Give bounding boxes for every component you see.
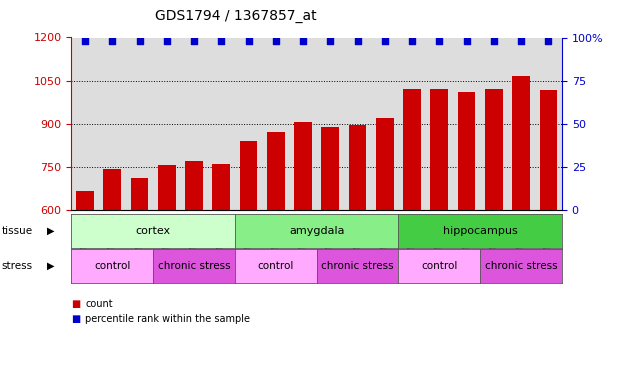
Point xyxy=(271,38,281,44)
Point xyxy=(298,38,308,44)
Text: chronic stress: chronic stress xyxy=(485,261,558,271)
Point xyxy=(380,38,390,44)
Bar xyxy=(540,90,557,210)
Point xyxy=(434,38,444,44)
Bar xyxy=(294,122,312,210)
Point xyxy=(407,38,417,44)
Text: control: control xyxy=(94,261,130,271)
Bar xyxy=(240,141,258,210)
Bar xyxy=(130,178,148,210)
Bar xyxy=(76,191,94,210)
Text: ■: ■ xyxy=(71,314,81,324)
Bar xyxy=(430,88,448,210)
Text: ▶: ▶ xyxy=(47,261,54,271)
Text: control: control xyxy=(258,261,294,271)
Bar xyxy=(185,161,203,210)
Point xyxy=(516,38,526,44)
Text: hippocampus: hippocampus xyxy=(443,226,518,236)
Point xyxy=(189,38,199,44)
Bar xyxy=(322,127,339,210)
Point xyxy=(80,38,90,44)
Point xyxy=(107,38,117,44)
Bar xyxy=(403,89,421,210)
Text: tissue: tissue xyxy=(2,226,33,236)
Text: control: control xyxy=(421,261,458,271)
Point xyxy=(135,38,145,44)
Bar xyxy=(458,92,476,210)
Text: cortex: cortex xyxy=(135,226,171,236)
Bar xyxy=(349,125,366,210)
Point xyxy=(489,38,499,44)
Bar xyxy=(512,76,530,210)
Text: chronic stress: chronic stress xyxy=(158,261,230,271)
Text: GDS1794 / 1367857_at: GDS1794 / 1367857_at xyxy=(155,9,317,23)
Text: amygdala: amygdala xyxy=(289,226,345,236)
Bar xyxy=(485,89,503,210)
Bar xyxy=(158,165,176,210)
Point xyxy=(243,38,253,44)
Text: count: count xyxy=(85,299,112,309)
Text: ▶: ▶ xyxy=(47,226,54,236)
Point xyxy=(325,38,335,44)
Text: ■: ■ xyxy=(71,299,81,309)
Text: chronic stress: chronic stress xyxy=(321,261,394,271)
Bar xyxy=(376,118,394,210)
Bar xyxy=(212,164,230,210)
Bar xyxy=(267,132,284,210)
Point xyxy=(461,38,471,44)
Bar xyxy=(104,169,121,210)
Point xyxy=(216,38,226,44)
Text: stress: stress xyxy=(2,261,33,271)
Text: percentile rank within the sample: percentile rank within the sample xyxy=(85,314,250,324)
Point xyxy=(353,38,363,44)
Point xyxy=(543,38,553,44)
Point xyxy=(162,38,172,44)
